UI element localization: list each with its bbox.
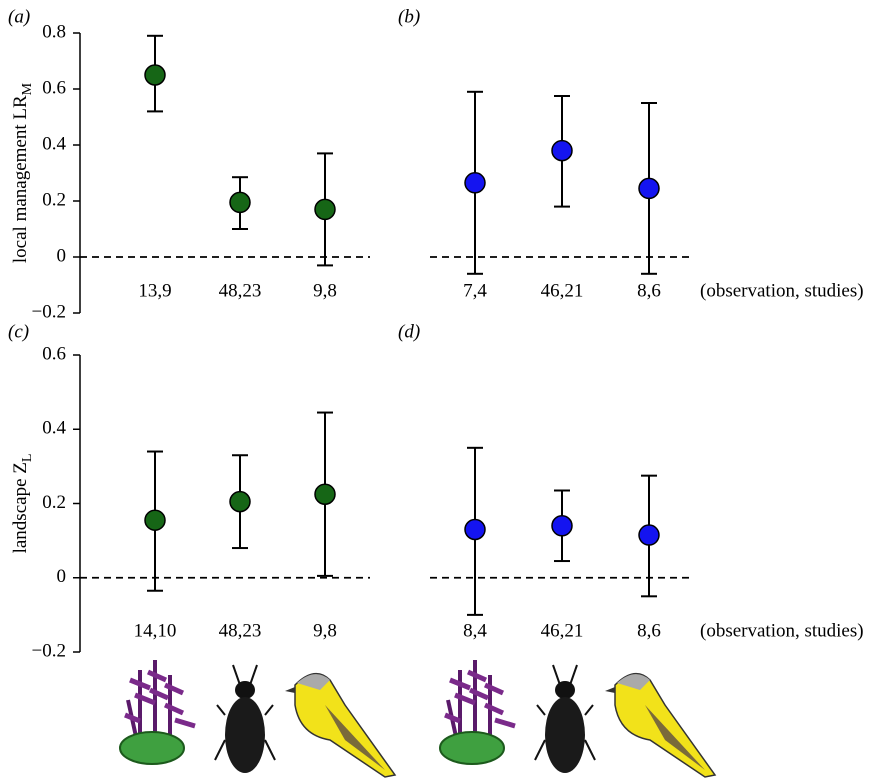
plant-icon: [119, 660, 196, 765]
note: (observation, studies): [700, 620, 864, 641]
y-axis-label: landscape ZL: [10, 454, 35, 554]
beetle-icon: [534, 664, 596, 773]
y-tick-label: 0.4: [42, 418, 66, 439]
plant-icon: [439, 660, 516, 765]
point: [144, 509, 166, 531]
x-tick-label: 8,6: [637, 620, 661, 641]
note: (observation, studies): [700, 280, 864, 301]
x-tick-label: 13,9: [138, 280, 171, 301]
point: [229, 191, 251, 214]
x-tick-label: 7,4: [463, 280, 487, 301]
point: [464, 172, 486, 194]
x-tick-label: 9,8: [313, 620, 337, 641]
panel: (a) −0.2 0 0.2 0.4 0.6 0.8 local management LRM…: [8, 6, 370, 322]
point: [638, 524, 660, 546]
x-tick-label: 8,6: [637, 280, 661, 301]
x-tick-label: 8,4: [463, 620, 487, 641]
x-tick-label: 14,10: [134, 620, 177, 641]
y-tick-label: 0.2: [42, 189, 66, 210]
icons: [119, 660, 717, 778]
y-tick-label: 0.2: [42, 492, 66, 513]
y-tick-label: −0.2: [32, 301, 66, 322]
y-axis-label: local management LRM: [10, 82, 35, 263]
point: [638, 177, 660, 200]
x-tick-label: 48,23: [219, 620, 262, 641]
panel-label: (d): [398, 321, 420, 342]
point: [314, 483, 336, 505]
panel: (c) −0.2 0 0.2 0.4 0.6 landscape ZL 14,10 48,23 9…: [8, 321, 370, 661]
y-axis-label-main: local management LR: [10, 95, 31, 263]
y-tick-label: 0.4: [42, 133, 66, 154]
y-tick-label: 0.6: [42, 343, 66, 364]
point: [314, 198, 336, 221]
bird-icon: [285, 672, 397, 778]
y-axis-label-sub: M: [20, 82, 35, 95]
point: [464, 518, 486, 541]
panel-label: (b): [398, 6, 420, 27]
x-tick-label: 48,23: [219, 280, 262, 301]
y-tick-label: −0.2: [32, 640, 66, 661]
beetle-icon: [214, 664, 276, 773]
y-tick-label: 0: [57, 566, 67, 587]
y-tick-label: 0: [57, 245, 67, 266]
point: [551, 515, 573, 537]
x-tick-label: 9,8: [313, 280, 337, 301]
y-tick-label: 0.6: [42, 77, 66, 98]
point: [229, 490, 251, 513]
point: [144, 64, 166, 86]
panel: (b) 7,4 46,21 8,6 (observation, studies): [398, 6, 864, 301]
x-tick-label: 46,21: [541, 280, 584, 301]
y-axis-label-main: landscape Z: [10, 462, 31, 553]
panel-label: (a): [8, 6, 30, 27]
y-axis-label-sub: L: [20, 454, 35, 463]
panel: (d) 8,4 46,21 8,6 (observation, studies): [398, 321, 864, 641]
point: [551, 139, 573, 162]
panel-label: (c): [8, 321, 29, 342]
y-tick-label: 0.8: [42, 21, 66, 42]
bird-icon: [605, 672, 717, 778]
x-tick-label: 46,21: [541, 620, 584, 641]
